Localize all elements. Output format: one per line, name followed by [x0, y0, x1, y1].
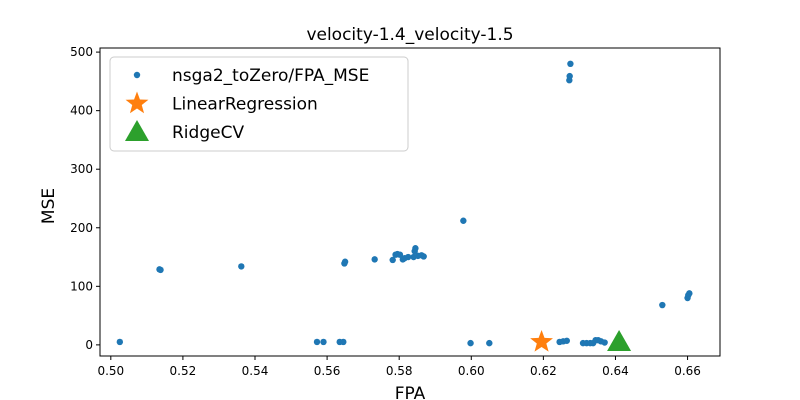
legend: nsga2_toZero/FPA_MSE LinearRegression Ridg… [109, 56, 409, 152]
y-tick-label: 300 [70, 162, 93, 176]
x-tick-label: 0.66 [674, 364, 701, 378]
data-point-dot [460, 217, 467, 224]
y-tick-label: 500 [70, 45, 93, 59]
x-tick-label: 0.50 [97, 364, 124, 378]
data-point-dot [686, 290, 693, 297]
data-point-dot [157, 266, 164, 274]
legend-label: nsga2_toZero/FPA_MSE [172, 66, 369, 86]
x-tick-label: 0.64 [602, 364, 629, 378]
data-point-dot [420, 253, 427, 260]
data-point-dot [404, 253, 412, 261]
x-tick-label: 0.56 [314, 364, 341, 378]
chart-title: velocity-1.4_velocity-1.5 [306, 25, 513, 45]
data-point-dot [116, 338, 124, 346]
data-point-dot [659, 301, 666, 309]
plot-frame [99, 47, 721, 357]
data-point-triangle [607, 329, 632, 351]
legend-label: LinearRegression [172, 95, 318, 115]
legend-marker-dot [133, 71, 141, 79]
y-axis: 0 100 200 300 400 500 [70, 45, 100, 352]
data-point-dot [340, 338, 347, 346]
y-tick-label: 0 [85, 338, 93, 352]
data-point-star [530, 329, 553, 352]
data-point-dot [238, 263, 245, 270]
x-tick-label: 0.54 [242, 364, 269, 378]
legend-box [109, 56, 409, 152]
x-axis-label: FPA [395, 384, 426, 400]
y-tick-label: 400 [70, 104, 93, 118]
y-axis-label: MSE [39, 188, 59, 224]
legend-marker-triangle [125, 120, 149, 141]
data-points [116, 60, 693, 352]
data-point-dot [389, 256, 396, 264]
data-point-dot [313, 338, 321, 346]
data-point-dot [486, 339, 493, 347]
x-tick-label: 0.62 [530, 364, 557, 378]
legend-label: RidgeCV [172, 123, 244, 143]
data-point-dot [320, 338, 327, 346]
y-tick-label: 200 [70, 221, 93, 235]
data-point-dot [601, 339, 608, 346]
data-point-dot [412, 245, 419, 252]
x-tick-label: 0.60 [458, 364, 485, 378]
data-point-dot [567, 60, 574, 68]
legend-marker-star [125, 91, 149, 114]
data-point-dot [467, 339, 474, 347]
data-point-dot [563, 337, 571, 344]
x-axis: 0.50 0.52 0.54 0.56 0.58 0.60 0.62 0.64 0.66 [97, 356, 701, 378]
x-tick-label: 0.58 [386, 364, 413, 378]
data-point-dot [341, 258, 349, 265]
x-tick-label: 0.52 [170, 364, 197, 378]
data-point-dot [566, 72, 573, 80]
data-point-dot [396, 251, 404, 258]
y-tick-label: 100 [70, 279, 93, 293]
data-point-dot [371, 256, 378, 263]
